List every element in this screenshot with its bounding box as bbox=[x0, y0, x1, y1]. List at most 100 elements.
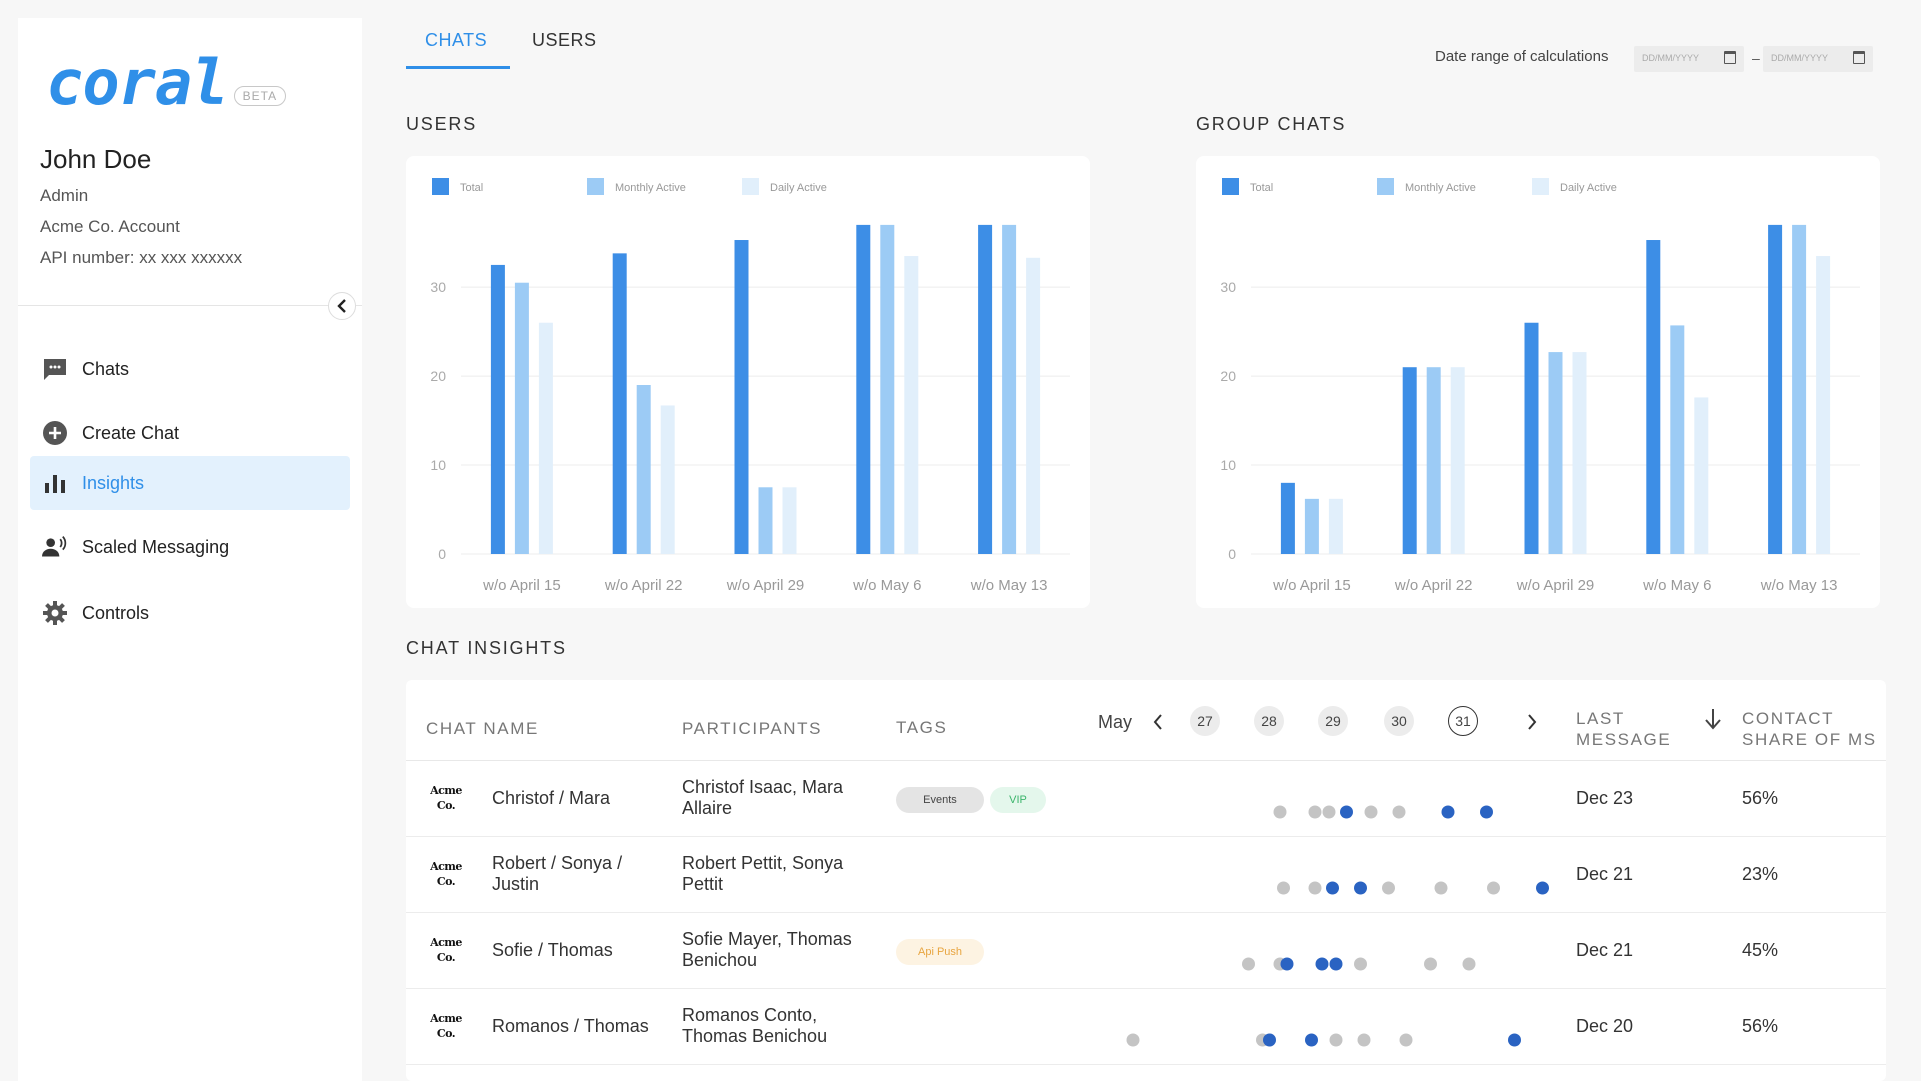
last-message-date: Dec 20 bbox=[1576, 1016, 1634, 1036]
calendar-icon[interactable] bbox=[1853, 51, 1865, 64]
tag-chip[interactable]: Api Push bbox=[896, 939, 984, 965]
activity-dot-contact bbox=[1263, 1033, 1276, 1047]
tab-users[interactable]: USERS bbox=[532, 30, 597, 50]
bar bbox=[1670, 325, 1685, 554]
sort-down-icon[interactable] bbox=[1704, 708, 1722, 730]
chevron-left-icon bbox=[337, 299, 346, 313]
contact-share: 56% bbox=[1742, 1016, 1779, 1036]
activity-dot bbox=[1354, 957, 1367, 971]
bar bbox=[978, 224, 993, 554]
activity-dot bbox=[1308, 805, 1322, 819]
day-chip[interactable]: 28 bbox=[1254, 706, 1284, 736]
bar bbox=[612, 253, 627, 554]
activity-dot-contact bbox=[1315, 957, 1329, 971]
header-tags[interactable]: TAGS bbox=[896, 718, 948, 737]
activity-dot-contact bbox=[1480, 805, 1493, 819]
activity-timeline bbox=[1273, 805, 1493, 819]
sidebar-item-chats[interactable]: Chats bbox=[30, 342, 350, 396]
sidebar-item-label: Scaled Messaging bbox=[82, 536, 230, 557]
sidebar-item-scaled-messaging[interactable]: Scaled Messaging bbox=[30, 520, 350, 574]
chat-icon bbox=[42, 356, 68, 382]
bar bbox=[880, 224, 895, 554]
chat-name[interactable]: Christof / Mara bbox=[492, 788, 611, 808]
broadcast-user-icon bbox=[42, 534, 68, 560]
bar bbox=[1304, 498, 1319, 554]
user-account: Acme Co. Account bbox=[40, 217, 180, 236]
sidebar-item-create-chat[interactable]: Create Chat bbox=[30, 406, 350, 460]
date-range-separator: – bbox=[1752, 50, 1760, 66]
x-tick-label: w/o April 22 bbox=[604, 577, 683, 594]
activity-timeline bbox=[1242, 957, 1476, 971]
x-tick-label: w/o May 6 bbox=[852, 577, 921, 594]
collapse-sidebar-button[interactable] bbox=[328, 292, 356, 320]
day-chip[interactable]: 27 bbox=[1190, 706, 1220, 736]
chat-name[interactable]: Robert / Sonya / Justin bbox=[492, 853, 623, 894]
group-chats-chart-card: Total Monthly Active Daily Active 0 10 20 30 w/… bbox=[1196, 156, 1880, 608]
y-tick-label: 0 bbox=[438, 546, 446, 562]
tab-chats[interactable]: CHATS bbox=[425, 30, 488, 50]
contact-share: 45% bbox=[1742, 940, 1779, 960]
chat-name[interactable]: Romanos / Thomas bbox=[492, 1016, 649, 1036]
activity-dot bbox=[1424, 957, 1437, 971]
user-name: John Doe bbox=[40, 144, 152, 174]
x-tick-label: w/o April 29 bbox=[1516, 577, 1595, 594]
bar bbox=[782, 487, 797, 554]
bar bbox=[1646, 240, 1661, 554]
sidebar-item-label: Insights bbox=[82, 472, 145, 493]
bar bbox=[1450, 367, 1465, 554]
bar bbox=[636, 385, 651, 554]
activity-dot-contact bbox=[1354, 881, 1367, 895]
chevron-left-icon[interactable] bbox=[1152, 713, 1164, 731]
day-chip-selected[interactable]: 31 bbox=[1448, 706, 1478, 736]
day-chip[interactable]: 29 bbox=[1318, 706, 1348, 736]
y-tick-label: 10 bbox=[430, 457, 446, 473]
activity-dot bbox=[1364, 805, 1378, 819]
coral-logo[interactable]: coral BETA bbox=[46, 52, 287, 114]
activity-dot-contact bbox=[1305, 1033, 1318, 1047]
tag-chip[interactable]: Events bbox=[896, 787, 984, 813]
header-last-message[interactable]: LAST MESSAGE bbox=[1576, 709, 1672, 749]
participants: Robert Pettit, Sonya Pettit bbox=[682, 853, 844, 894]
x-tick-label: w/o May 13 bbox=[1760, 577, 1838, 594]
header-participants[interactable]: PARTICIPANTS bbox=[682, 719, 823, 738]
participants: Romanos Conto, Thomas Benichou bbox=[682, 1005, 828, 1046]
active-tab-indicator bbox=[406, 66, 510, 69]
header-chat-name[interactable]: CHAT NAME bbox=[426, 719, 539, 738]
activity-dot bbox=[1434, 881, 1448, 895]
bar bbox=[538, 322, 553, 554]
chat-insights-table: CHAT NAME PARTICIPANTS TAGS May 27 28 29… bbox=[406, 680, 1886, 1081]
gear-icon bbox=[42, 600, 68, 626]
last-message-date: Dec 23 bbox=[1576, 788, 1634, 808]
sidebar-divider bbox=[18, 305, 362, 306]
calendar-icon[interactable] bbox=[1724, 51, 1736, 64]
users-section-title: USERS bbox=[406, 114, 478, 134]
users-chart-card: Total Monthly Active Daily Active 0 10 20 30 w/… bbox=[406, 156, 1090, 608]
date-end-input[interactable]: DD/MM/YYYY bbox=[1763, 46, 1873, 72]
legend-label: Monthly Active bbox=[615, 182, 686, 194]
sidebar-item-controls[interactable]: Controls bbox=[30, 586, 350, 640]
legend-swatch bbox=[742, 178, 759, 195]
sidebar: coral BETA John Doe Admin Acme Co. Accou… bbox=[18, 18, 362, 1081]
bar bbox=[1426, 367, 1441, 554]
header-contact-share[interactable]: CONTACT SHARE OF MS bbox=[1742, 709, 1877, 749]
date-start-input[interactable]: DD/MM/YYYY bbox=[1634, 46, 1744, 72]
activity-timeline bbox=[1126, 1033, 1521, 1047]
bar bbox=[1572, 352, 1587, 554]
chat-name[interactable]: Sofie / Thomas bbox=[492, 940, 613, 960]
sidebar-item-insights[interactable]: Insights bbox=[30, 456, 350, 510]
table-row[interactable]: Acme Co. Romanos / Thomas Romanos Conto, T… bbox=[406, 989, 1886, 1065]
group-chats-bar-chart: Total Monthly Active Daily Active 0 10 20 30 w/… bbox=[1220, 178, 1860, 594]
tag-chip[interactable]: VIP bbox=[990, 787, 1046, 813]
activity-dot-contact bbox=[1329, 957, 1343, 971]
day-chip[interactable]: 30 bbox=[1384, 706, 1414, 736]
x-tick-label: w/o April 15 bbox=[482, 577, 561, 594]
table-row[interactable]: Acme Co. Robert / Sonya / Justin Robert Pe… bbox=[406, 837, 1886, 913]
chevron-right-icon[interactable] bbox=[1526, 713, 1538, 731]
last-message-date: Dec 21 bbox=[1576, 940, 1634, 960]
activity-dot bbox=[1308, 881, 1322, 895]
bar bbox=[514, 282, 529, 554]
group-chats-section-title: GROUP CHATS bbox=[1196, 114, 1347, 134]
activity-dot bbox=[1277, 881, 1290, 895]
table-row[interactable]: Acme Co. Sofie / Thomas Sofie Mayer, Thoma… bbox=[406, 913, 1886, 989]
table-row[interactable]: Acme Co. Christof / Mara Christof Isaac, M… bbox=[406, 761, 1886, 837]
